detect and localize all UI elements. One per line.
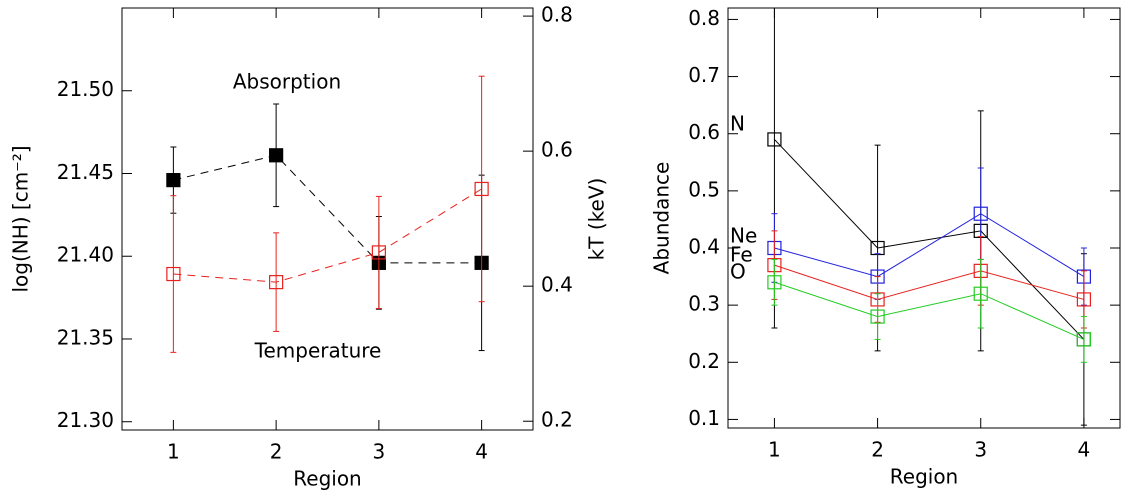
y-tick-label: 21.40 — [57, 243, 114, 267]
y-tick-label: 21.35 — [57, 325, 114, 349]
marker — [1076, 292, 1091, 307]
marker — [269, 148, 284, 163]
y2-tick-label: 0.4 — [541, 273, 573, 297]
y2-tick-label: 0.8 — [541, 3, 573, 27]
x-tick-label: 3 — [974, 438, 987, 462]
marker — [474, 181, 489, 197]
x-tick-label: 1 — [167, 440, 180, 464]
y-tick-label: 0.3 — [688, 292, 720, 316]
series-line — [774, 264, 1085, 300]
marker — [166, 173, 181, 188]
y-tick-label: 0.6 — [688, 120, 720, 144]
y-tick-label: 0.5 — [688, 177, 720, 201]
y2-tick-label: 0.2 — [541, 408, 573, 432]
y2-axis-label: kT (keV) — [585, 178, 609, 261]
x-axis-label: Region — [293, 467, 361, 491]
plot-area — [767, 8, 1091, 426]
series-line — [774, 281, 1085, 340]
x-tick-label: 3 — [373, 440, 386, 464]
marker — [767, 132, 782, 147]
y-tick-label: 21.50 — [57, 77, 114, 101]
series-label: Ne — [730, 224, 757, 248]
y-tick-label: 21.45 — [57, 160, 114, 184]
y-axis-label: log(NH) [cm⁻²] — [9, 145, 33, 292]
x-tick-label: 1 — [768, 438, 781, 462]
series-label: O — [730, 260, 746, 284]
marker — [870, 309, 885, 324]
x-tick-label: 2 — [871, 438, 884, 462]
marker — [269, 275, 284, 290]
plot-frame — [121, 7, 534, 431]
series-line — [173, 188, 482, 283]
series-label: Absorption — [233, 70, 341, 94]
marker — [1076, 332, 1091, 347]
series-line — [774, 139, 1085, 340]
y-tick-label: 0.8 — [688, 6, 720, 30]
series-label: N — [730, 112, 745, 136]
series-line — [173, 154, 482, 264]
y-tick-label: 21.30 — [57, 408, 114, 432]
y2-tick-label: 0.6 — [541, 138, 573, 162]
marker — [166, 266, 181, 282]
plot-area — [166, 75, 489, 353]
marker — [371, 245, 386, 260]
y-tick-label: 0.1 — [688, 406, 720, 430]
y-axis-label: Abundance — [650, 162, 674, 275]
x-tick-label: 4 — [475, 440, 488, 464]
marker — [973, 206, 988, 221]
x-axis-label: Region — [890, 465, 958, 489]
marker — [973, 286, 988, 301]
marker — [767, 275, 782, 290]
series-line — [774, 213, 1085, 278]
y-tick-label: 0.2 — [688, 349, 720, 373]
series-label: Temperature — [254, 339, 382, 363]
x-tick-label: 4 — [1078, 438, 1091, 462]
y-tick-label: 0.7 — [688, 63, 720, 87]
plot-frame — [727, 7, 1121, 429]
y-tick-label: 0.4 — [688, 235, 720, 259]
series-label: Fe — [730, 243, 753, 267]
x-tick-label: 2 — [270, 440, 283, 464]
